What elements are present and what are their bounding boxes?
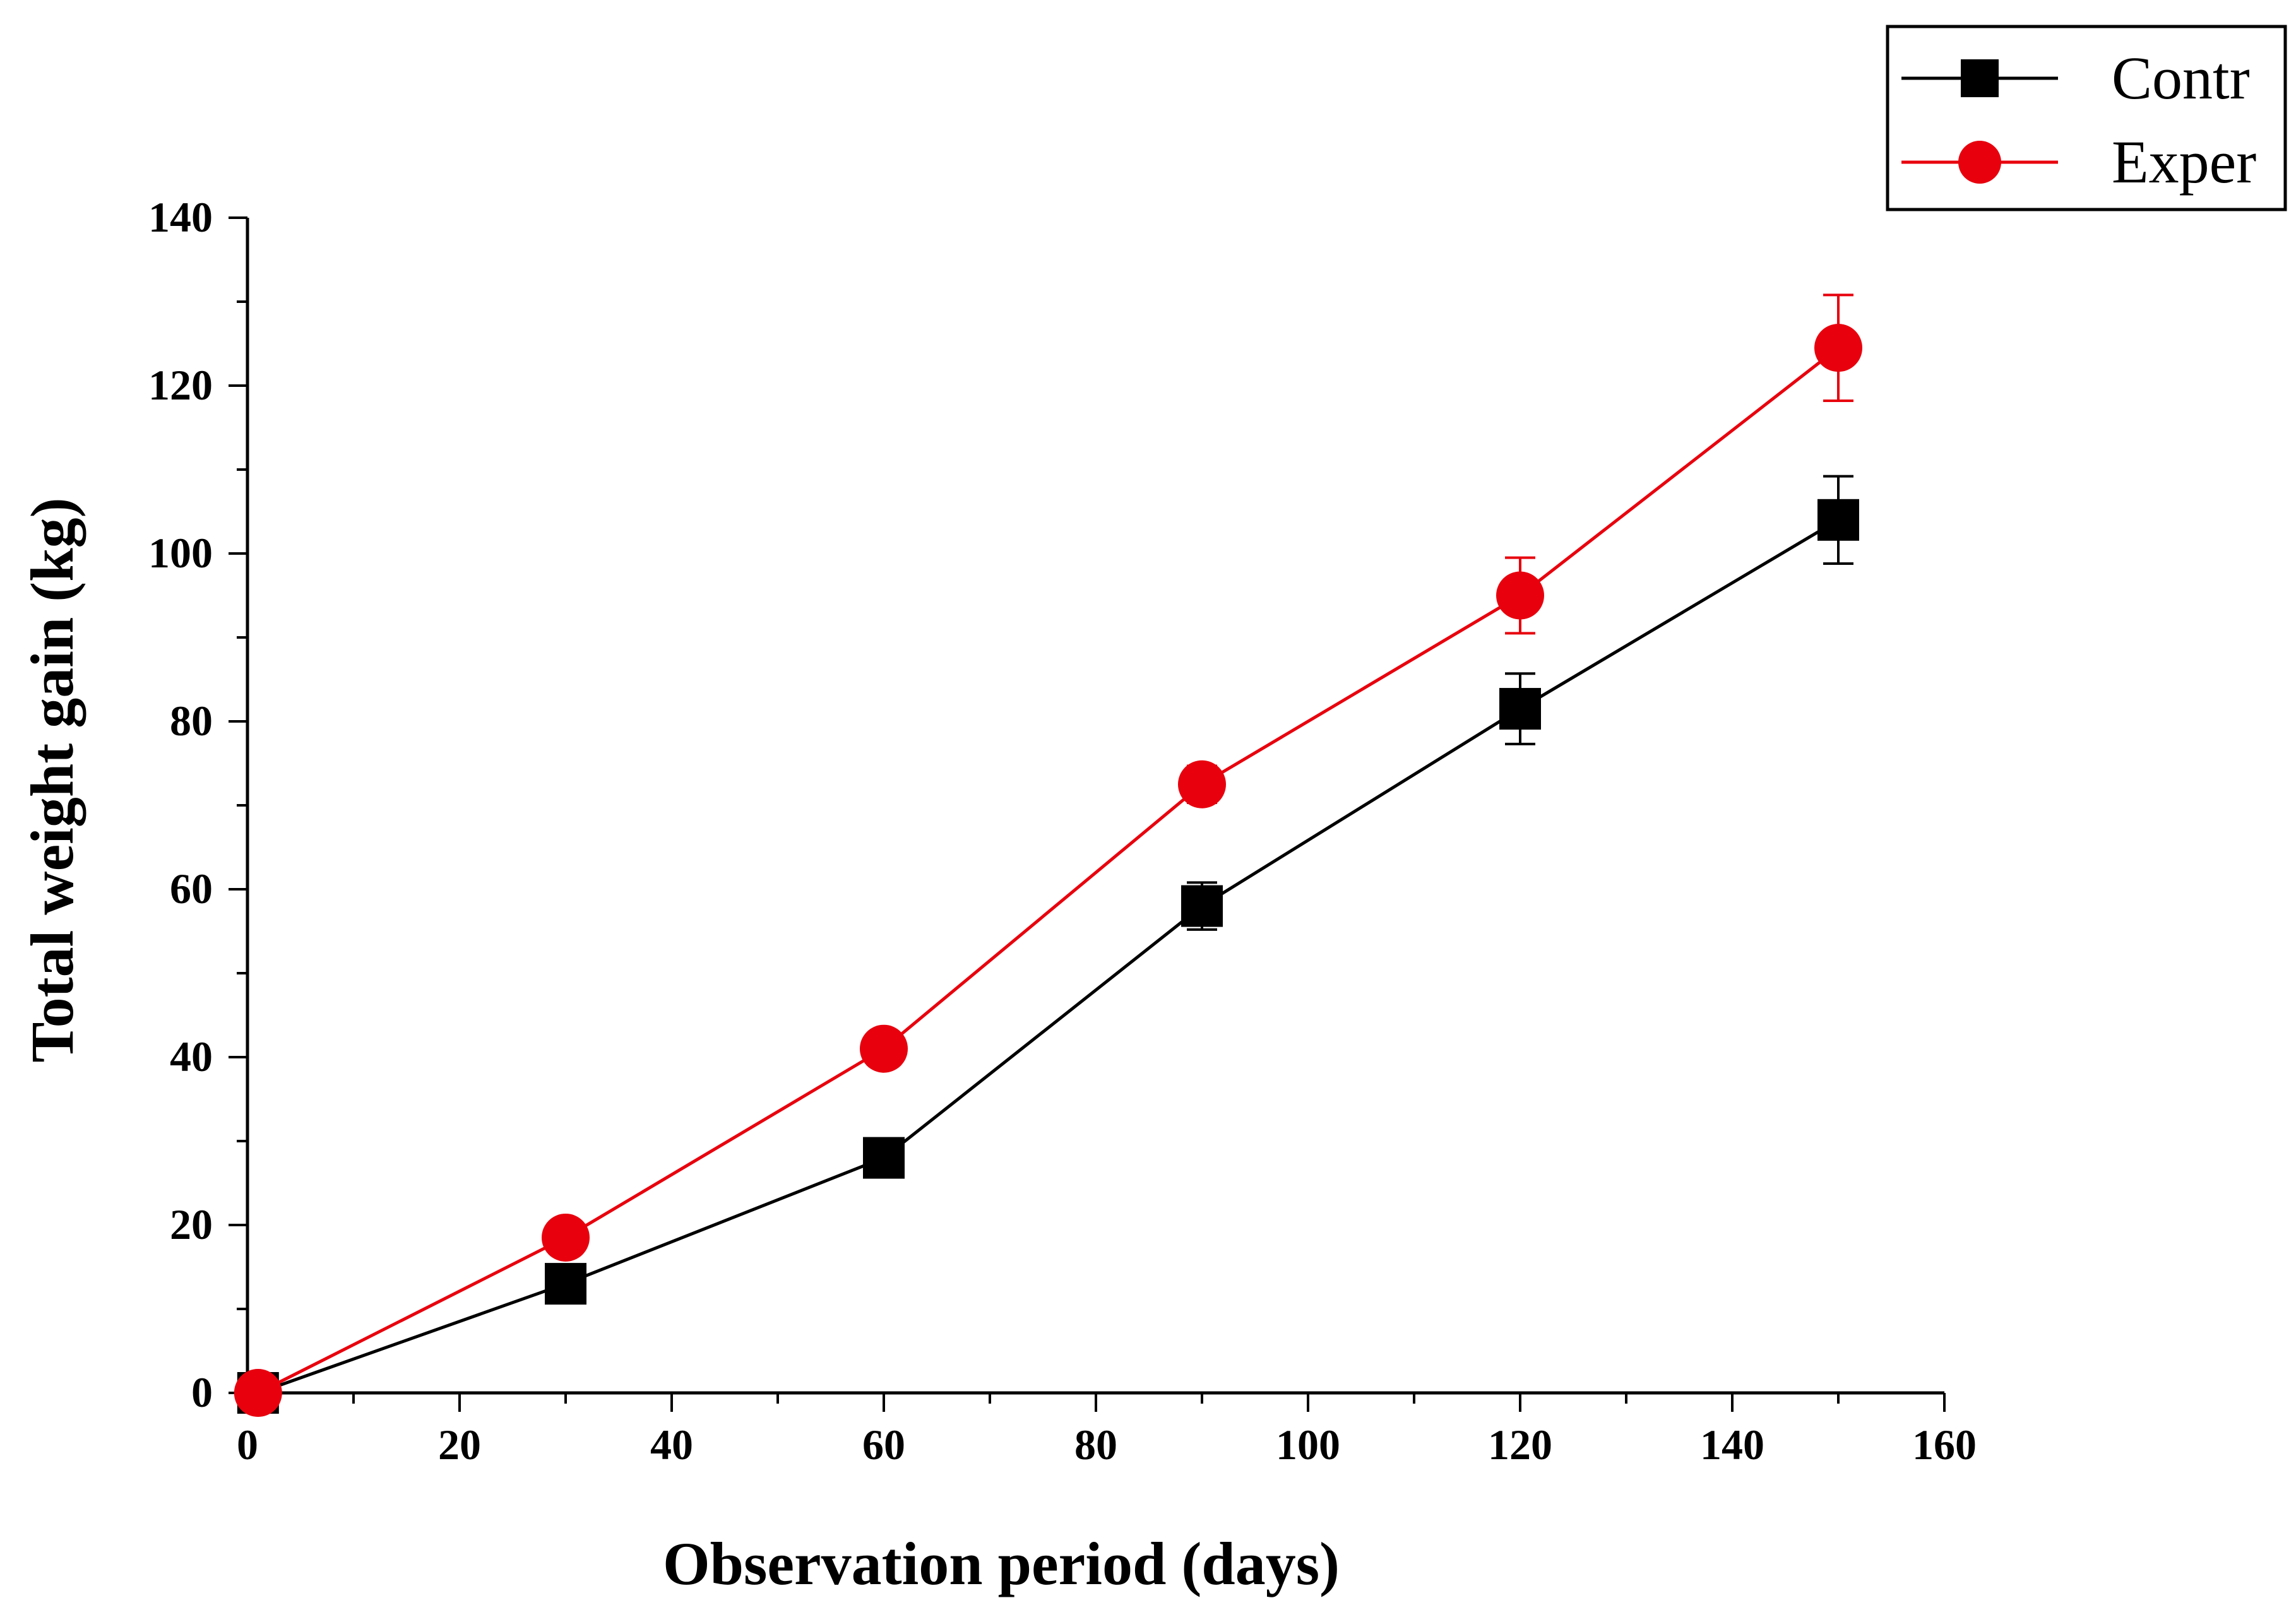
x-tick-label: 0: [237, 1421, 258, 1469]
plot-area: [234, 293, 1862, 1417]
x-axis-title: Observation period (days): [663, 1530, 1340, 1597]
legend-marker: [1958, 141, 2001, 184]
legend-label: Exper: [2112, 128, 2256, 196]
data-point: [1814, 324, 1862, 372]
data-point: [542, 1213, 590, 1262]
data-point: [863, 1137, 905, 1179]
legend-box: [1886, 25, 2287, 211]
data-point: [545, 1263, 586, 1305]
data-point: [1496, 571, 1544, 620]
y-tick-label: 100: [148, 529, 213, 577]
x-tick-label: 100: [1276, 1421, 1340, 1469]
series-line: [257, 518, 1840, 1395]
y-tick-label: 20: [170, 1200, 213, 1248]
x-tick-label: 120: [1488, 1421, 1552, 1469]
y-tick-label: 0: [191, 1368, 213, 1416]
data-point: [1499, 688, 1541, 730]
y-tick-label: 140: [148, 193, 213, 241]
data-point: [1181, 885, 1223, 927]
data-point: [1817, 499, 1859, 541]
series-contr: [237, 475, 1859, 1414]
y-tick-label: 60: [170, 865, 213, 913]
axes: 0 20 40 60 80 100 120 140 160 0 20 40 60 80 100 120 140 O…: [18, 193, 1977, 1597]
y-tick-label: 120: [148, 361, 213, 409]
legend: Contr Exper: [1886, 25, 2287, 211]
y-tick-label: 40: [170, 1033, 213, 1080]
y-axis-title: Total weight gain (kg): [18, 497, 86, 1062]
x-tick-label: 80: [1074, 1421, 1117, 1469]
legend-label: Contr: [2112, 44, 2250, 112]
legend-item-contr: Contr: [1901, 44, 2250, 112]
data-point: [234, 1369, 282, 1417]
y-tick-label: 80: [170, 697, 213, 745]
x-tick-label: 20: [438, 1421, 481, 1469]
data-point: [1178, 760, 1226, 808]
x-tick-label: 60: [862, 1421, 905, 1469]
series-exper: [234, 293, 1862, 1417]
x-tick-label: 140: [1700, 1421, 1764, 1469]
x-tick-label: 40: [650, 1421, 693, 1469]
legend-marker: [1961, 59, 1999, 97]
x-tick-label: 160: [1912, 1421, 1977, 1469]
series-line: [257, 346, 1840, 1395]
data-point: [860, 1024, 908, 1073]
legend-item-exper: Exper: [1901, 128, 2256, 196]
